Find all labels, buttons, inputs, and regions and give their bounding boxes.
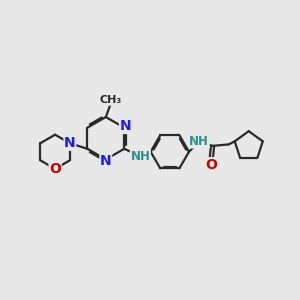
Text: O: O (205, 158, 217, 172)
Text: NH: NH (130, 150, 150, 163)
Text: O: O (49, 162, 61, 176)
Text: CH₃: CH₃ (99, 95, 122, 105)
Text: N: N (100, 154, 112, 168)
Text: N: N (120, 119, 131, 134)
Text: NH: NH (189, 135, 209, 148)
Text: N: N (64, 136, 76, 150)
